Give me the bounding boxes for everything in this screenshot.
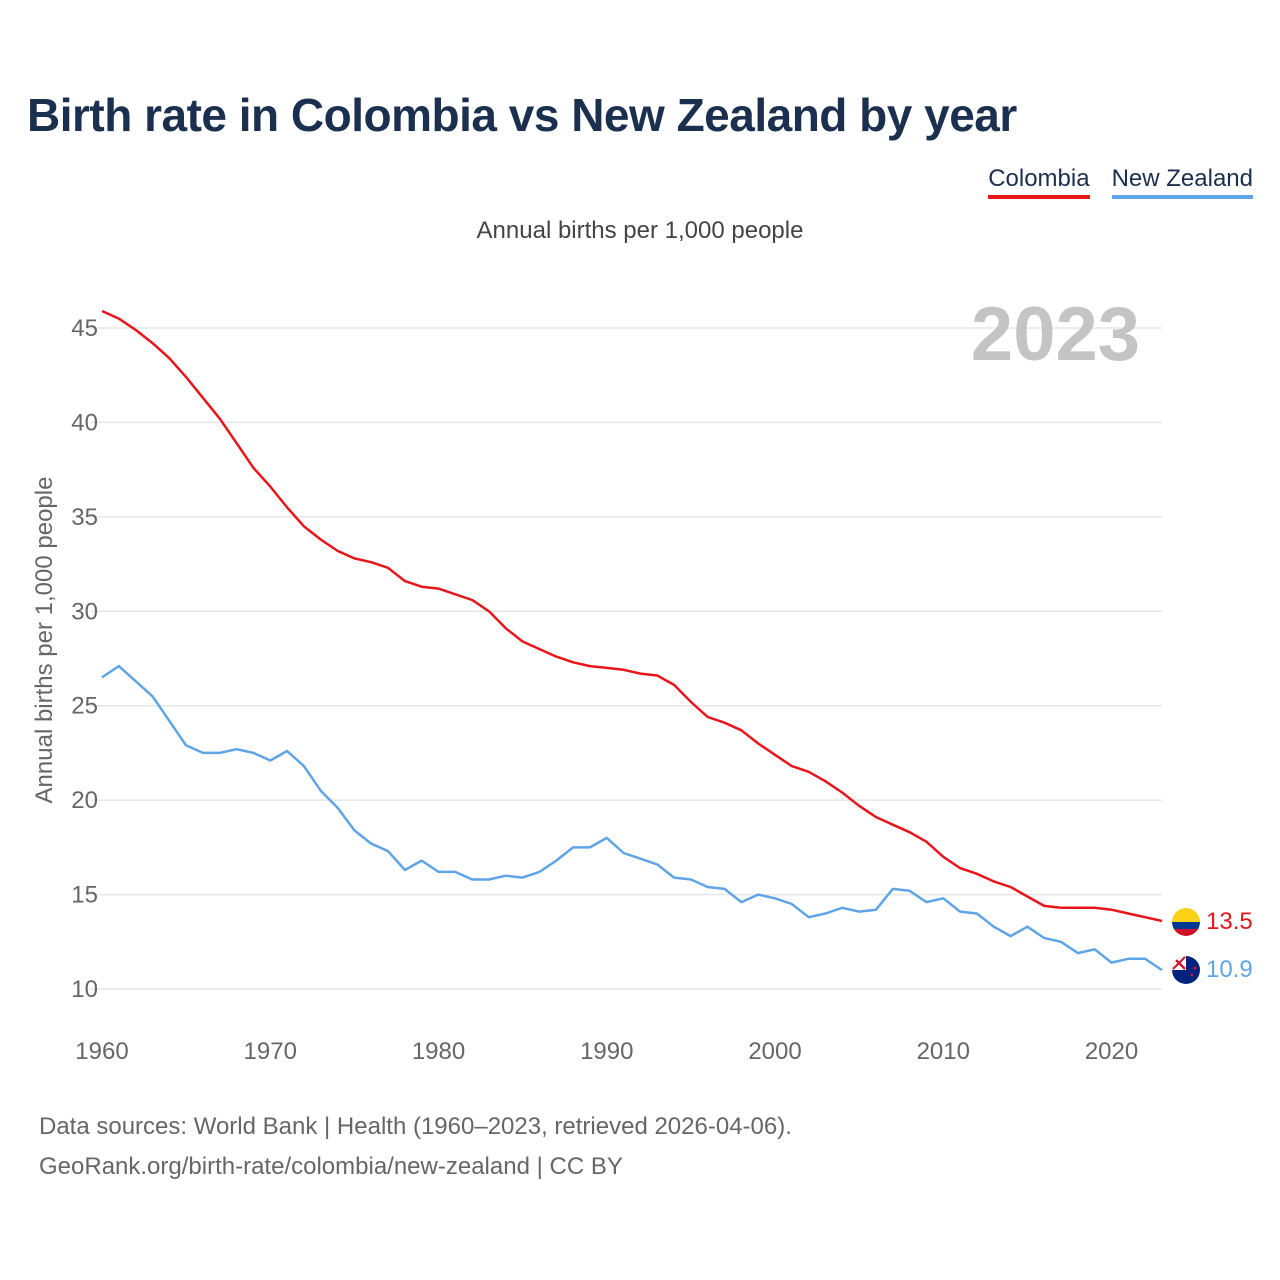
- new-zealand-flag-icon: [1172, 956, 1200, 984]
- series-layer: [101, 309, 1163, 972]
- colombia-end-label: 13.5: [1206, 908, 1253, 935]
- x-tick-1970: 1970: [244, 1038, 297, 1065]
- x-tick-2000: 2000: [748, 1038, 801, 1065]
- source-line-2[interactable]: GeoRank.org/birth-rate/colombia/new-zeal…: [39, 1153, 623, 1180]
- series-line-colombia[interactable]: [101, 309, 1163, 923]
- grid-lines: [90, 327, 1162, 990]
- x-tick-1980: 1980: [412, 1038, 465, 1065]
- y-tick-30: 30: [71, 598, 98, 625]
- x-tick-2010: 2010: [917, 1038, 970, 1065]
- colombia-flag-icon: [1172, 908, 1200, 936]
- y-tick-labels: 10 15 20 25 30 35 40 45: [71, 315, 98, 1003]
- new-zealand-end-label: 10.9: [1206, 956, 1253, 983]
- chart-subtitle: Annual births per 1,000 people: [476, 217, 804, 244]
- legend: Colombia New Zealand: [988, 165, 1253, 199]
- x-tick-labels: 1960 1970 1980 1990 2000 2010 2020: [75, 1038, 1138, 1065]
- y-tick-15: 15: [71, 882, 98, 909]
- end-markers: 13.5 10.9: [1172, 908, 1253, 984]
- y-tick-10: 10: [71, 976, 98, 1003]
- y-tick-25: 25: [71, 693, 98, 720]
- x-tick-2020: 2020: [1085, 1038, 1138, 1065]
- y-tick-45: 45: [71, 315, 98, 342]
- data-source: Data sources: World Bank | Health (1960–…: [39, 1107, 792, 1187]
- y-axis-label: Annual births per 1,000 people: [31, 477, 58, 804]
- x-tick-1990: 1990: [580, 1038, 633, 1065]
- legend-colombia[interactable]: Colombia: [988, 165, 1090, 199]
- x-tick-1960: 1960: [75, 1038, 128, 1065]
- y-tick-35: 35: [71, 504, 98, 531]
- y-tick-40: 40: [71, 409, 98, 436]
- legend-new-zealand[interactable]: New Zealand: [1111, 165, 1253, 199]
- year-watermark: 2023: [971, 292, 1140, 377]
- y-tick-20: 20: [71, 787, 98, 814]
- series-line-new-zealand[interactable]: [101, 664, 1163, 972]
- chart-title: Birth rate in Colombia vs New Zealand by…: [27, 89, 1017, 141]
- source-line-1: Data sources: World Bank | Health (1960–…: [39, 1113, 792, 1140]
